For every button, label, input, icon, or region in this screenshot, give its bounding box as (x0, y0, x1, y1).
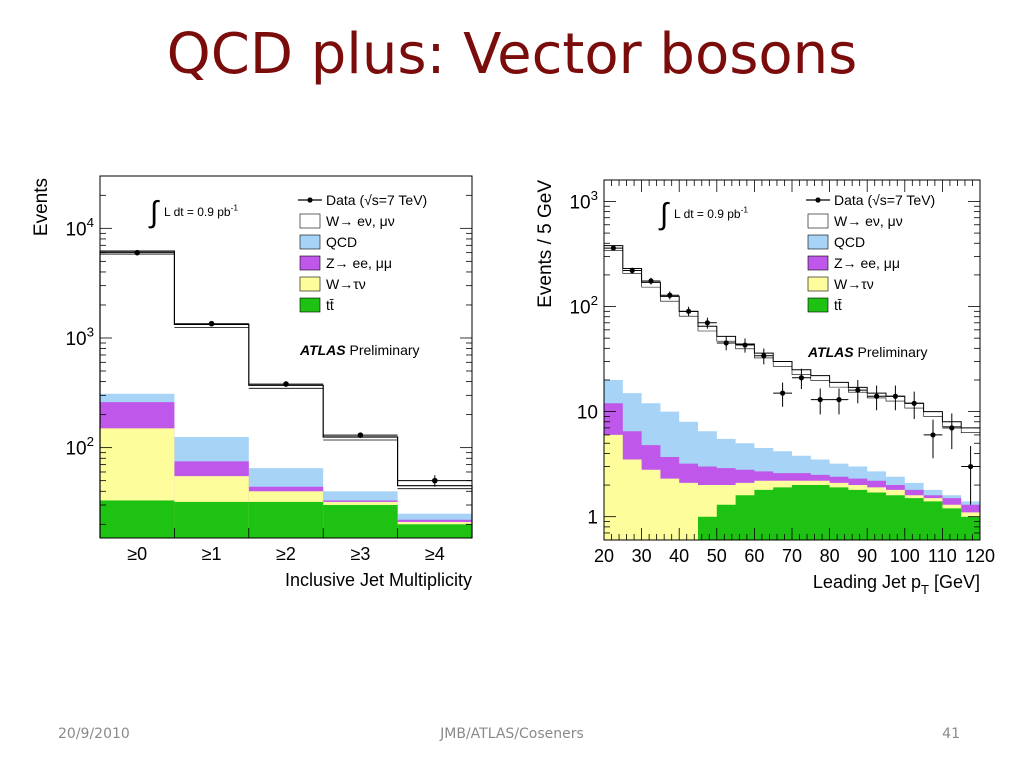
data-point (667, 292, 673, 298)
integral-symbol: ∫ (148, 196, 160, 229)
x-tick-label: 120 (965, 546, 995, 566)
data-point (874, 393, 880, 399)
luminosity-label: L dt = 0.9 pb-1 (674, 205, 748, 221)
data-point (817, 397, 823, 403)
plot-frame (99, 175, 473, 539)
legend-swatch (299, 234, 321, 250)
y-axis-title: Events / 5 GeV (535, 180, 556, 308)
legend-swatch (807, 255, 829, 271)
y-tick-label: 10 (577, 403, 598, 424)
data-point (855, 387, 861, 393)
legend-swatch (807, 276, 829, 292)
legend-data-marker (307, 197, 313, 203)
data-point (968, 463, 974, 470)
x-tick-label: ≥1 (202, 544, 222, 564)
x-tick-label: 80 (820, 546, 840, 566)
legend-swatch (807, 213, 829, 229)
y-tick-label: 103 (65, 324, 94, 350)
data-point (629, 267, 635, 274)
legend-label: Z→ ee, μμ (834, 255, 900, 271)
legend-swatch (299, 297, 321, 313)
legend-label: W→ eν, μν (834, 213, 903, 229)
x-tick-label: 50 (707, 546, 727, 566)
legend-label: tt̄ (326, 297, 334, 313)
y-tick-label: 103 (569, 188, 598, 214)
x-tick-label: 110 (928, 546, 957, 566)
luminosity-label: L dt = 0.9 pb-1 (164, 203, 238, 219)
x-tick-label: 70 (782, 546, 802, 566)
data-point (134, 249, 140, 256)
data-point (208, 320, 215, 327)
data-point (723, 340, 729, 346)
total-mc-band (603, 250, 981, 540)
y-axis-title: Events (31, 178, 52, 236)
data-point (892, 393, 899, 399)
data-point (780, 390, 786, 396)
data-point (761, 353, 767, 359)
x-axis-title: Inclusive Jet Multiplicity (285, 570, 472, 590)
legend-swatch (299, 276, 321, 292)
data-point (949, 425, 955, 431)
stack-bar-ttbar (174, 501, 249, 538)
data-point (930, 432, 936, 438)
y-tick-label: 104 (65, 215, 94, 241)
legend-swatch (807, 234, 829, 250)
data-point (704, 320, 711, 326)
data-point (836, 397, 842, 403)
x-tick-label: 60 (744, 546, 764, 566)
data-point (686, 308, 692, 314)
stack-bar-ttbar (397, 524, 472, 538)
x-tick-label: ≥2 (276, 544, 296, 564)
atlas-preliminary-label: ATLAS Preliminary (807, 344, 928, 360)
slide-title: QCD plus: Vector bosons (166, 22, 858, 87)
data-point (432, 477, 438, 484)
legend-data-marker (815, 197, 821, 203)
footer-page-number: 41 (942, 726, 960, 742)
x-tick-label: ≥0 (127, 544, 147, 564)
legend-label: QCD (834, 234, 865, 250)
x-tick-label: 30 (632, 546, 652, 566)
y-tick-label: 102 (65, 434, 94, 460)
data-point (911, 400, 917, 406)
footer-date: 20/9/2010 (58, 726, 130, 742)
stack-area-ttbar (604, 485, 980, 540)
x-tick-label: ≥4 (425, 544, 445, 564)
data-point (357, 432, 364, 438)
legend-label: W→τν (326, 276, 366, 292)
legend-swatch (807, 297, 829, 313)
data-point (283, 381, 289, 387)
legend-label: Data (√s=7 TeV) (326, 192, 427, 208)
y-tick-label: 1 (587, 508, 598, 529)
legend-swatch (299, 255, 321, 271)
footer-source: JMB/ATLAS/Coseners (440, 726, 584, 742)
data-point (798, 375, 805, 381)
x-axis-title: Leading Jet pT [GeV] (813, 572, 980, 597)
stack-bar-ttbar (100, 500, 175, 538)
stack-bar-ttbar (323, 504, 398, 538)
legend-label: Data (√s=7 TeV) (834, 192, 935, 208)
data-point (648, 278, 654, 284)
data-point (742, 342, 748, 348)
x-tick-label: 100 (890, 546, 920, 566)
legend-label: W→τν (834, 276, 874, 292)
data-point (610, 245, 617, 251)
x-tick-label: 40 (669, 546, 689, 566)
legend-label: Z→ ee, μμ (326, 255, 392, 271)
y-tick-label: 102 (569, 293, 598, 319)
legend-label: tt̄ (834, 297, 842, 313)
integral-symbol: ∫ (658, 198, 670, 231)
stack-bar-ttbar (248, 501, 324, 538)
x-tick-label: 90 (857, 546, 877, 566)
legend-swatch (299, 213, 321, 229)
legend-label: W→ eν, μν (326, 213, 395, 229)
atlas-preliminary-label: ATLAS Preliminary (299, 342, 420, 358)
x-tick-label: ≥3 (350, 544, 370, 564)
x-tick-label: 20 (594, 546, 614, 566)
legend-label: QCD (326, 234, 357, 250)
